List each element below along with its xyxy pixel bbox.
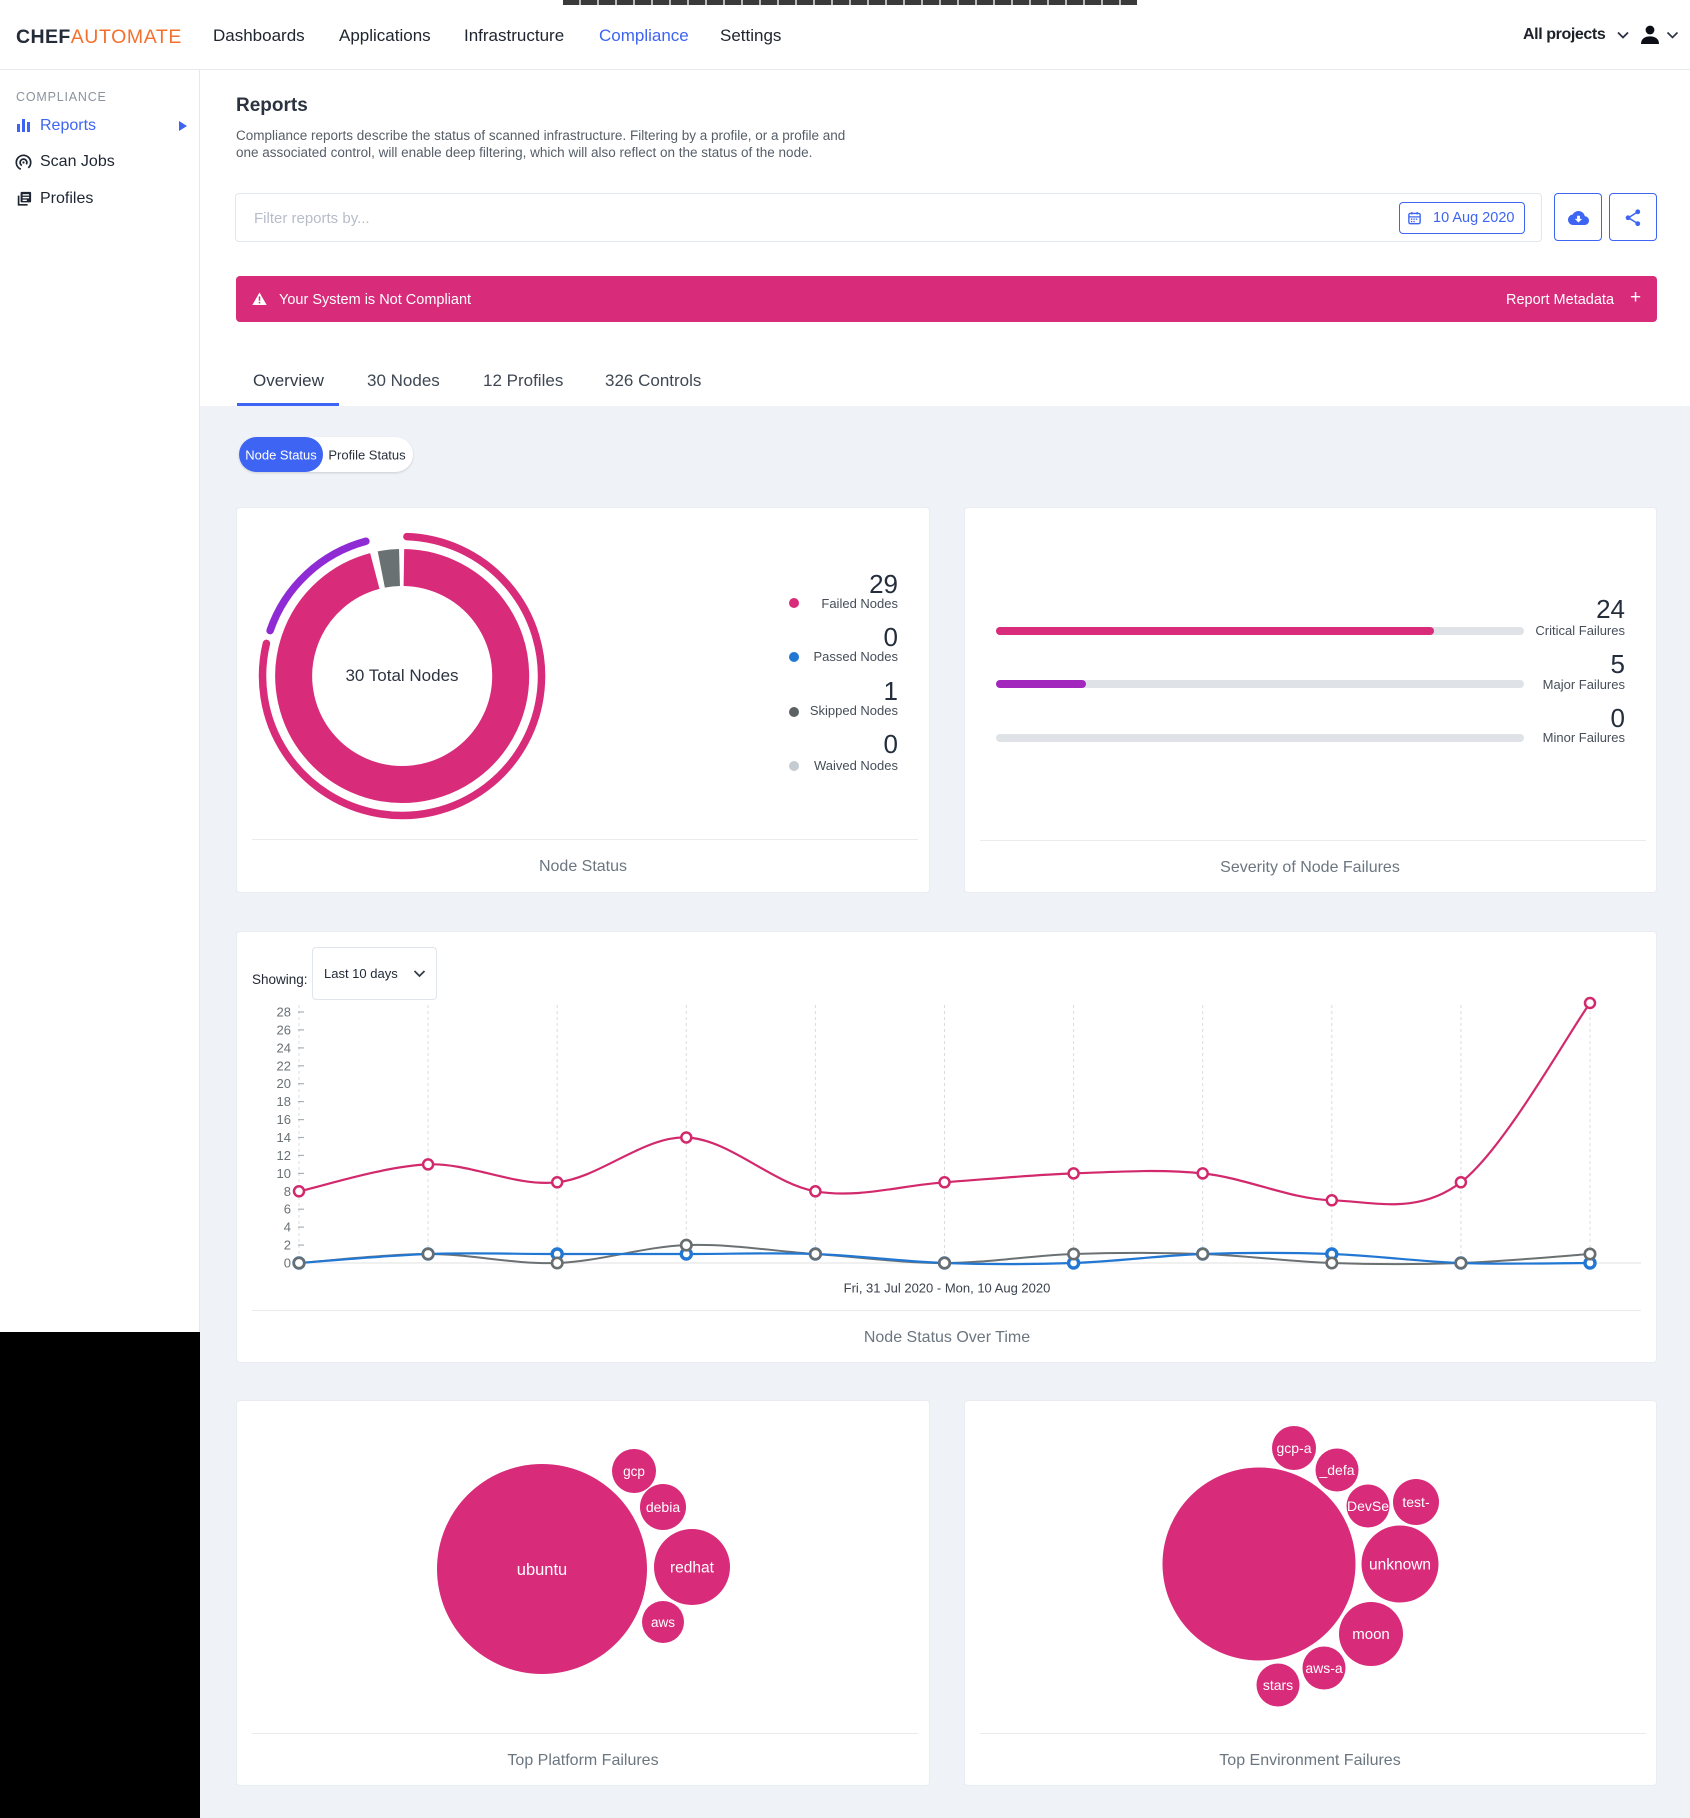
svg-text:test-: test- [1402,1494,1430,1510]
svg-text:8: 8 [284,1184,291,1199]
svg-text:28: 28 [277,1005,291,1020]
svg-text:redhat: redhat [670,1560,715,1577]
svg-text:18: 18 [277,1094,291,1109]
svg-text:2: 2 [284,1238,291,1253]
svg-text:aws-a: aws-a [1305,1660,1343,1676]
svg-text:6: 6 [284,1202,291,1217]
svg-text:20: 20 [277,1076,291,1091]
svg-text:unknown: unknown [1369,1557,1431,1574]
svg-text:14: 14 [277,1130,291,1145]
svg-text:4: 4 [284,1220,291,1235]
svg-text:moon: moon [1352,1626,1390,1643]
svg-text:10: 10 [277,1166,291,1181]
svg-text:22: 22 [277,1058,291,1073]
svg-text:stars: stars [1263,1677,1293,1693]
svg-text:12: 12 [277,1148,291,1163]
svg-text:26: 26 [277,1022,291,1037]
svg-text:gcp: gcp [623,1464,645,1479]
svg-text:24: 24 [277,1040,291,1055]
svg-text:16: 16 [277,1112,291,1127]
svg-text:debia: debia [646,1499,680,1515]
svg-text:aws: aws [651,1615,675,1630]
svg-text:gcp-a: gcp-a [1276,1440,1311,1456]
svg-text:ubuntu: ubuntu [517,1561,567,1579]
svg-text:_defa: _defa [1318,1462,1354,1478]
svg-text:DevSe: DevSe [1347,1498,1389,1514]
svg-text:0: 0 [284,1256,291,1271]
